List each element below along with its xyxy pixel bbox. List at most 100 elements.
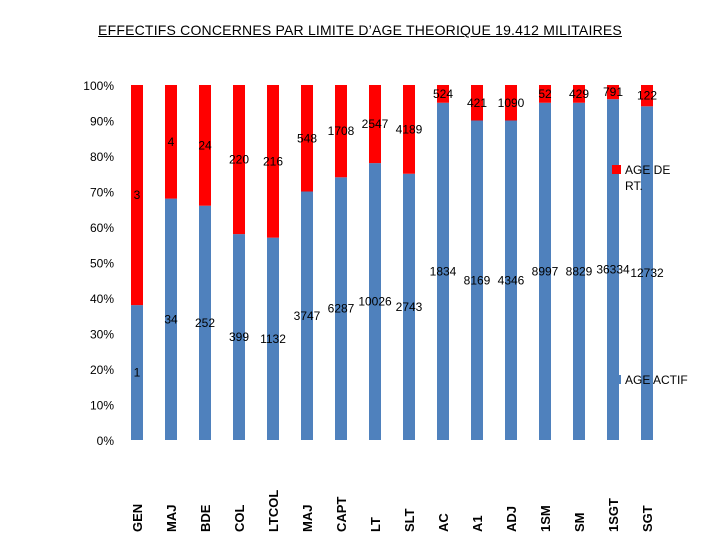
data-label-age-de-rt: 791 — [603, 85, 623, 99]
data-label-age-actif: 36334 — [596, 263, 630, 277]
y-tick-label: 90% — [90, 115, 114, 129]
data-label-age-de-rt: 421 — [467, 96, 487, 110]
data-label-age-actif: 10026 — [358, 295, 392, 309]
bar-group — [131, 85, 653, 441]
bar-age-de-rt — [267, 85, 279, 238]
data-label-age-de-rt: 24 — [198, 138, 212, 152]
bar-age-de-rt — [335, 85, 347, 178]
bar-age-actif — [573, 102, 585, 440]
data-label-age-de-rt: 52 — [538, 87, 552, 101]
data-label-age-actif: 252 — [195, 316, 215, 330]
data-label-age-de-rt: 1708 — [328, 124, 355, 138]
category-label: AC — [436, 513, 451, 532]
y-tick-label: 60% — [90, 221, 114, 235]
y-tick-label: 100% — [83, 79, 114, 93]
data-label-age-de-rt: 4 — [168, 135, 175, 149]
bar-age-actif — [267, 237, 279, 440]
legend-swatch — [612, 165, 621, 174]
bar-age-actif — [165, 198, 177, 440]
legend-swatch — [612, 375, 621, 384]
bar-age-actif — [369, 163, 381, 440]
data-label-age-de-rt: 4189 — [396, 122, 423, 136]
bar-age-de-rt — [369, 85, 381, 164]
bar-age-de-rt — [437, 85, 449, 103]
data-label-age-de-rt: 548 — [297, 131, 317, 145]
category-label: LT — [368, 517, 383, 532]
category-label: MAJ — [300, 505, 315, 532]
bar-age-de-rt — [505, 85, 517, 121]
data-label-age-actif: 1 — [134, 366, 141, 380]
data-labels: 1 3 34 4 252 24 399 220 1132 216 3747 548 6287 1708 10… — [134, 85, 664, 379]
y-tick-label: 0% — [97, 434, 115, 448]
bar-age-actif — [505, 120, 517, 440]
y-tick-label: 40% — [90, 292, 114, 306]
category-label: SLT — [402, 508, 417, 532]
chart-title: EFFECTIFS CONCERNES PAR LIMITE D’AGE THE… — [98, 22, 622, 38]
data-label-age-actif: 12732 — [630, 266, 664, 280]
data-label-age-de-rt: 220 — [229, 153, 249, 167]
bar-age-de-rt — [131, 85, 143, 306]
bar-age-de-rt — [233, 85, 245, 235]
bar-age-actif — [471, 120, 483, 440]
bar-age-de-rt — [607, 85, 619, 100]
category-label: CAPT — [334, 497, 349, 532]
data-label-age-de-rt: 429 — [569, 87, 589, 101]
data-label-age-actif: 34 — [164, 312, 178, 326]
bar-age-actif — [233, 234, 245, 440]
category-label: MAJ — [164, 505, 179, 532]
category-label: BDE — [198, 504, 213, 532]
legend: AGE DE RT. AGE ACTIF — [612, 163, 688, 387]
y-tick-label: 70% — [90, 186, 114, 200]
y-tick-label: 80% — [90, 150, 114, 164]
category-label: COL — [232, 505, 247, 533]
data-label-age-actif: 3747 — [294, 309, 321, 323]
data-label-age-de-rt: 122 — [637, 89, 657, 103]
bar-age-actif — [607, 99, 619, 440]
data-label-age-actif: 2743 — [396, 300, 423, 314]
data-label-age-actif: 1834 — [430, 264, 457, 278]
bar-age-de-rt — [199, 85, 211, 206]
data-label-age-actif: 399 — [229, 330, 249, 344]
y-tick-label: 50% — [90, 257, 114, 271]
bar-age-de-rt — [641, 85, 653, 107]
data-label-age-de-rt: 1090 — [498, 96, 525, 110]
bar-age-actif — [335, 177, 347, 441]
bar-age-actif — [437, 102, 449, 440]
bar-age-de-rt — [539, 85, 551, 103]
category-label: GEN — [130, 504, 145, 532]
category-label: ADJ — [504, 506, 519, 532]
data-label-age-actif: 8169 — [464, 273, 491, 287]
legend-label: AGE DE RT. — [625, 163, 670, 193]
bar-age-actif — [403, 173, 415, 440]
category-label: A1 — [470, 515, 485, 532]
bar-age-actif — [641, 106, 653, 441]
data-label-age-actif: 6287 — [328, 302, 355, 316]
bar-age-de-rt — [165, 85, 177, 199]
category-labels: GEN MAJ BDE COL LTCOL MAJ CAPT LT SLT AC A1 ADJ 1SM S… — [130, 490, 655, 532]
y-tick-label: 20% — [90, 363, 114, 377]
data-label-age-de-rt: 216 — [263, 154, 283, 168]
data-label-age-de-rt: 2547 — [362, 117, 389, 131]
y-tick-label: 10% — [90, 399, 114, 413]
data-label-age-actif: 8997 — [532, 264, 559, 278]
bar-age-de-rt — [403, 85, 415, 174]
bar-age-de-rt — [301, 85, 313, 192]
y-tick-label: 30% — [90, 328, 114, 342]
category-label: SGT — [640, 505, 655, 532]
bar-age-actif — [199, 205, 211, 440]
data-label-age-actif: 8829 — [566, 264, 593, 278]
category-label: LTCOL — [266, 490, 281, 532]
category-label: SM — [572, 513, 587, 533]
category-label: 1SGT — [606, 498, 621, 532]
bar-age-actif — [301, 191, 313, 440]
y-axis-ticks: 0% 10% 20% 30% 40% 50% 60% 70% 80% 90% 100% — [83, 79, 114, 448]
data-label-age-de-rt: 3 — [134, 188, 141, 202]
bar-age-de-rt — [573, 85, 585, 103]
bar-age-de-rt — [471, 85, 483, 121]
data-label-age-de-rt: 524 — [433, 87, 453, 101]
bar-age-actif — [131, 305, 143, 440]
category-label: 1SM — [538, 505, 553, 532]
legend-label: AGE ACTIF — [625, 373, 688, 387]
data-label-age-actif: 1132 — [260, 332, 286, 346]
